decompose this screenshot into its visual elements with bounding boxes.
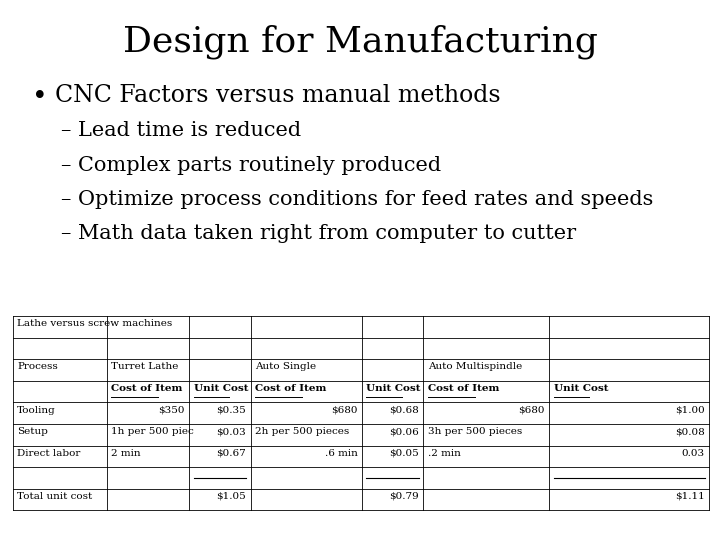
Text: Unit Cost: Unit Cost (194, 384, 248, 393)
Text: $0.68: $0.68 (390, 406, 419, 415)
Text: Auto Multispindle: Auto Multispindle (428, 362, 522, 372)
Text: Total unit cost: Total unit cost (17, 492, 93, 501)
Text: $680: $680 (518, 406, 545, 415)
Text: 0.03: 0.03 (682, 449, 705, 458)
Text: Cost of Item: Cost of Item (428, 384, 499, 393)
Text: Auto Single: Auto Single (255, 362, 316, 372)
Text: $0.03: $0.03 (217, 427, 246, 436)
Text: $1.00: $1.00 (675, 406, 705, 415)
Text: – Math data taken right from computer to cutter: – Math data taken right from computer to… (61, 224, 576, 242)
Text: Unit Cost: Unit Cost (554, 384, 608, 393)
Text: Setup: Setup (17, 427, 48, 436)
Text: $0.08: $0.08 (675, 427, 705, 436)
Text: $0.67: $0.67 (217, 449, 246, 458)
Text: Unit Cost: Unit Cost (366, 384, 421, 393)
Text: Lathe versus screw machines: Lathe versus screw machines (17, 319, 173, 328)
Text: Design for Manufacturing: Design for Manufacturing (122, 24, 598, 59)
Text: Process: Process (17, 362, 58, 372)
Text: 1h per 500 piec: 1h per 500 piec (111, 427, 194, 436)
Text: 2h per 500 pieces: 2h per 500 pieces (255, 427, 349, 436)
Text: – Complex parts routinely produced: – Complex parts routinely produced (61, 156, 441, 174)
Text: $0.79: $0.79 (390, 492, 419, 501)
Text: .6 min: .6 min (325, 449, 358, 458)
Text: $1.05: $1.05 (217, 492, 246, 501)
Text: 2 min: 2 min (111, 449, 140, 458)
Text: $0.35: $0.35 (217, 406, 246, 415)
Text: CNC Factors versus manual methods: CNC Factors versus manual methods (55, 84, 501, 107)
Text: Turret Lathe: Turret Lathe (111, 362, 179, 372)
Text: – Lead time is reduced: – Lead time is reduced (61, 122, 302, 140)
Text: $0.06: $0.06 (390, 427, 419, 436)
Text: $680: $680 (331, 406, 358, 415)
Text: – Optimize process conditions for feed rates and speeds: – Optimize process conditions for feed r… (61, 190, 654, 208)
Text: $350: $350 (158, 406, 185, 415)
Text: •: • (32, 84, 48, 109)
Text: Cost of Item: Cost of Item (255, 384, 326, 393)
Text: Direct labor: Direct labor (17, 449, 81, 458)
Text: Cost of Item: Cost of Item (111, 384, 182, 393)
Text: $1.11: $1.11 (675, 492, 705, 501)
Text: $0.05: $0.05 (390, 449, 419, 458)
Text: 3h per 500 pieces: 3h per 500 pieces (428, 427, 522, 436)
Text: .2 min: .2 min (428, 449, 461, 458)
Text: Tooling: Tooling (17, 406, 56, 415)
